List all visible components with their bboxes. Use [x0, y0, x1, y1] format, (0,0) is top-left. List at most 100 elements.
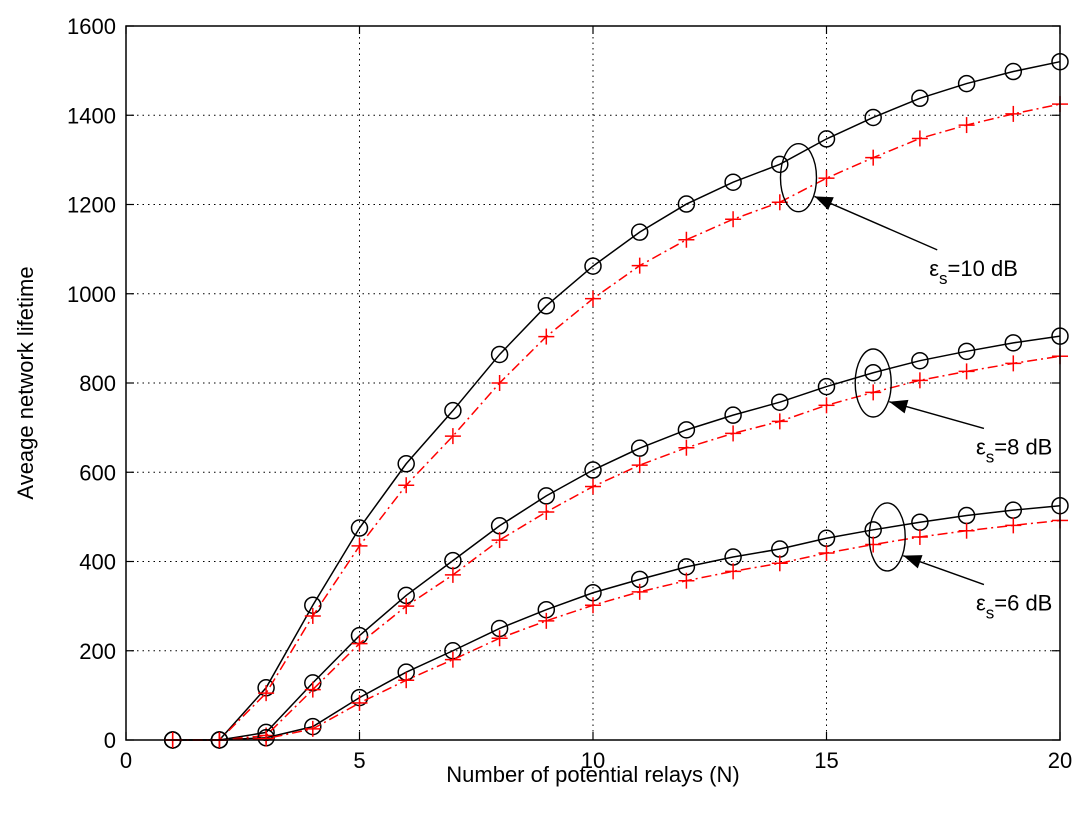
circle-marker [630, 223, 649, 241]
plus-marker [491, 532, 508, 549]
plus-marker [865, 384, 882, 401]
y-tick-label: 0 [104, 728, 116, 753]
circle-marker [490, 345, 509, 364]
plus-marker [771, 555, 788, 572]
plus-marker [304, 720, 321, 737]
series-8dB-dashdot-plus [164, 348, 1068, 748]
plus-marker [631, 583, 648, 600]
plus-marker [631, 257, 648, 274]
plus-marker [911, 372, 928, 389]
plus-marker [631, 457, 648, 474]
x-tick-label: 0 [120, 748, 132, 773]
series-10dB-dashdot-plus [164, 96, 1068, 748]
grouping-ellipse [868, 502, 906, 572]
y-tick-label: 400 [79, 550, 116, 575]
plus-marker [725, 563, 742, 580]
plus-marker [398, 672, 415, 689]
plus-marker [351, 635, 368, 652]
plus-marker [678, 439, 695, 456]
plus-marker [538, 328, 555, 345]
circle-marker [771, 155, 789, 174]
plus-marker [1005, 517, 1022, 534]
series-line [172, 355, 1061, 741]
y-axis-label: Aveage network lifetime [13, 266, 38, 499]
annotation-layer: εs=10 dB εs=8 dB εs=6 dB [779, 143, 1052, 623]
plus-marker [771, 413, 788, 430]
plus-marker [958, 117, 975, 134]
circle-marker [677, 421, 696, 439]
circle-marker [350, 519, 369, 537]
annotation-arrow [814, 195, 938, 251]
y-tick-label: 200 [79, 639, 116, 664]
grouping-ellipse [779, 143, 818, 213]
plus-marker [304, 681, 321, 698]
plus-marker [771, 194, 788, 211]
plus-marker [958, 363, 975, 380]
circle-marker [817, 130, 836, 148]
circle-marker [957, 74, 976, 93]
circle-marker [817, 377, 836, 396]
x-tick-label: 10 [581, 748, 605, 773]
arrow-head [889, 399, 909, 414]
plus-marker [585, 478, 601, 495]
circle-marker [584, 461, 602, 479]
y-tick-label: 600 [79, 460, 116, 485]
plus-marker [258, 730, 275, 747]
plus-marker [351, 694, 368, 711]
plus-marker [865, 149, 882, 166]
plus-marker [304, 607, 321, 624]
plus-marker [538, 612, 555, 629]
circle-marker [864, 108, 882, 127]
circle-marker [911, 351, 929, 370]
y-tick-label: 1000 [67, 282, 116, 307]
plus-marker [258, 685, 275, 702]
plus-marker [958, 522, 975, 539]
grid-lines [126, 26, 1060, 740]
circle-marker [864, 363, 882, 382]
plus-marker [351, 537, 368, 554]
series-layer [163, 52, 1069, 749]
x-tick-label: 20 [1048, 748, 1072, 773]
plus-marker [491, 375, 508, 391]
plus-marker [444, 566, 461, 583]
circle-marker [1004, 62, 1023, 81]
series-line [172, 504, 1061, 741]
x-tick-label: 15 [814, 748, 838, 773]
annotation-10dB: εs=10 dB [779, 143, 1018, 288]
y-tick-label: 1200 [67, 193, 116, 218]
grouping-ellipse [854, 348, 892, 418]
plus-marker [585, 597, 601, 614]
series-8dB-solid-circle [163, 327, 1069, 749]
series-6dB-dashdot-plus [164, 512, 1068, 748]
series-line [172, 103, 1061, 741]
series-10dB-solid-circle [163, 52, 1069, 749]
circle-marker [1004, 334, 1023, 352]
annotation-8dB: εs=8 dB [854, 348, 1052, 466]
circle-marker [677, 195, 696, 213]
y-tick-label: 1600 [67, 14, 116, 39]
plus-marker [725, 425, 742, 442]
plus-marker [398, 477, 415, 494]
x-tick-label: 5 [353, 748, 365, 773]
plus-marker [911, 528, 928, 545]
circle-marker [911, 89, 929, 108]
plus-marker [818, 170, 835, 187]
plus-marker [725, 211, 742, 228]
annotation-label: εs=6 dB [976, 591, 1052, 623]
circle-marker [771, 393, 789, 411]
plus-marker [585, 290, 601, 307]
circle-marker [724, 173, 742, 191]
plus-marker [678, 231, 695, 248]
plus-marker [911, 130, 928, 147]
plus-marker [818, 545, 835, 562]
annotation-6dB: εs=6 dB [868, 502, 1052, 623]
series-line [172, 60, 1061, 741]
plus-marker [444, 651, 461, 668]
annotation-label: εs=10 dB [929, 256, 1018, 288]
plus-marker [818, 397, 835, 414]
y-tick-label: 1400 [67, 103, 116, 128]
plus-marker [444, 428, 461, 445]
arrow-head [814, 196, 834, 211]
